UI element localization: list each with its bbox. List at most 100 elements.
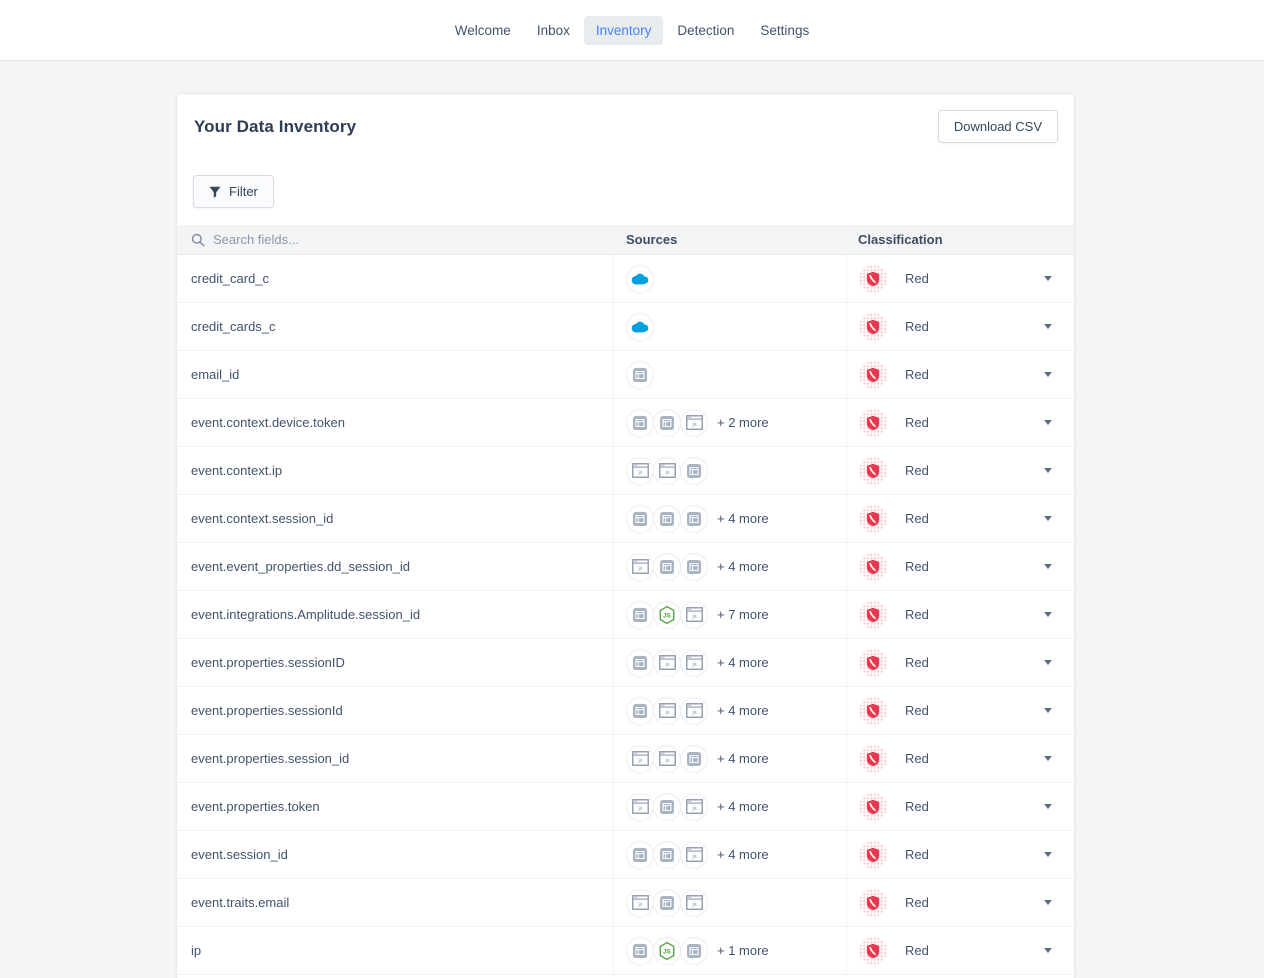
webpage-outline-icon: js <box>680 648 708 677</box>
column-header-sources: Sources <box>626 232 678 247</box>
download-csv-button[interactable]: Download CSV <box>937 110 1058 143</box>
sources-cell <box>613 255 846 302</box>
shield-icon <box>859 312 887 341</box>
classification-dropdown[interactable]: Red <box>846 831 1074 878</box>
table-row: event.context.ip js js Red <box>177 447 1074 495</box>
webpage-filled-icon <box>680 504 708 533</box>
panel-header: Your Data Inventory Download CSV <box>177 94 1074 143</box>
classification-dropdown[interactable]: Red <box>846 927 1074 974</box>
chevron-down-icon[interactable] <box>1044 276 1052 281</box>
field-name: event.session_id <box>191 847 288 862</box>
nav-tab-welcome[interactable]: Welcome <box>454 22 511 38</box>
webpage-filled-icon <box>680 744 708 773</box>
nav-tab-settings[interactable]: Settings <box>760 22 810 38</box>
chevron-down-icon[interactable] <box>1044 420 1052 425</box>
webpage-outline-icon: js <box>626 744 654 773</box>
nav-tab-inventory[interactable]: Inventory <box>583 15 664 45</box>
webpage-filled-icon <box>653 840 681 869</box>
classification-dropdown[interactable]: Red <box>846 399 1074 446</box>
svg-text:js: js <box>637 902 642 908</box>
webpage-outline-icon: js <box>680 408 708 437</box>
field-name: credit_cards_c <box>191 319 276 334</box>
more-sources-label: + 4 more <box>717 703 769 718</box>
chevron-down-icon[interactable] <box>1044 756 1052 761</box>
classification-value: Red <box>905 319 929 334</box>
svg-text:js: js <box>691 662 696 668</box>
classification-value: Red <box>905 367 929 382</box>
classification-dropdown[interactable]: Red <box>846 783 1074 830</box>
inventory-table: Sources Classification credit_card_cRedc… <box>177 225 1074 975</box>
classification-dropdown[interactable]: Red <box>846 351 1074 398</box>
table-header: Sources Classification <box>177 225 1074 255</box>
table-row: credit_cards_c Red <box>177 303 1074 351</box>
webpage-outline-icon: js <box>680 840 708 869</box>
svg-text:js: js <box>691 614 696 620</box>
search-field-wrap <box>177 232 613 247</box>
nav-tab-inbox[interactable]: Inbox <box>536 22 570 38</box>
sources-cell: js + 4 more <box>613 543 846 590</box>
nodejs-icon: JS <box>653 936 681 965</box>
column-header-classification: Classification <box>858 232 943 247</box>
classification-dropdown[interactable]: Red <box>846 543 1074 590</box>
webpage-filled-icon <box>680 552 708 581</box>
classification-dropdown[interactable]: Red <box>846 495 1074 542</box>
chevron-down-icon[interactable] <box>1044 324 1052 329</box>
classification-dropdown[interactable]: Red <box>846 687 1074 734</box>
search-input[interactable] <box>213 232 533 247</box>
shield-icon <box>859 552 887 581</box>
webpage-outline-icon: js <box>626 552 654 581</box>
chevron-down-icon[interactable] <box>1044 564 1052 569</box>
webpage-filled-icon <box>626 408 654 437</box>
chevron-down-icon[interactable] <box>1044 804 1052 809</box>
chevron-down-icon[interactable] <box>1044 516 1052 521</box>
chevron-down-icon[interactable] <box>1044 660 1052 665</box>
chevron-down-icon[interactable] <box>1044 708 1052 713</box>
svg-text:js: js <box>637 566 642 572</box>
classification-dropdown[interactable]: Red <box>846 447 1074 494</box>
svg-text:js: js <box>691 902 696 908</box>
chevron-down-icon[interactable] <box>1044 612 1052 617</box>
chevron-down-icon[interactable] <box>1044 900 1052 905</box>
page-title: Your Data Inventory <box>194 116 357 136</box>
webpage-outline-icon: js <box>680 696 708 725</box>
field-name: event.properties.session_id <box>191 751 350 766</box>
classification-dropdown[interactable]: Red <box>846 879 1074 926</box>
chevron-down-icon[interactable] <box>1044 468 1052 473</box>
table-row: event.integrations.Amplitude.session_id J… <box>177 591 1074 639</box>
table-row: ip JS + 1 more Red <box>177 927 1074 975</box>
svg-text:js: js <box>691 422 696 428</box>
webpage-outline-icon: js <box>653 456 681 485</box>
inventory-panel: Your Data Inventory Download CSV Filter … <box>176 93 1075 978</box>
download-csv-label: Download CSV <box>953 119 1042 134</box>
classification-value: Red <box>905 511 929 526</box>
classification-dropdown[interactable]: Red <box>846 639 1074 686</box>
sources-cell: js js <box>613 879 846 926</box>
classification-dropdown[interactable]: Red <box>846 591 1074 638</box>
more-sources-label: + 4 more <box>717 655 769 670</box>
chevron-down-icon[interactable] <box>1044 948 1052 953</box>
field-name: event.traits.email <box>191 895 290 910</box>
table-row: event.session_id js + 4 more Red <box>177 831 1074 879</box>
chevron-down-icon[interactable] <box>1044 852 1052 857</box>
shield-icon <box>859 264 887 293</box>
field-name: event.context.device.token <box>191 415 345 430</box>
svg-text:js: js <box>664 470 669 476</box>
filter-button[interactable]: Filter <box>193 175 274 208</box>
chevron-down-icon[interactable] <box>1044 372 1052 377</box>
webpage-outline-icon: js <box>626 888 654 917</box>
classification-dropdown[interactable]: Red <box>846 735 1074 782</box>
more-sources-label: + 2 more <box>717 415 769 430</box>
webpage-filled-icon <box>626 600 654 629</box>
webpage-filled-icon <box>653 888 681 917</box>
table-row: event.properties.token js js + 4 more Red <box>177 783 1074 831</box>
classification-value: Red <box>905 703 929 718</box>
classification-dropdown[interactable]: Red <box>846 255 1074 302</box>
classification-dropdown[interactable]: Red <box>846 303 1074 350</box>
webpage-filled-icon <box>626 504 654 533</box>
table-row: email_id Red <box>177 351 1074 399</box>
table-row: event.properties.session_id js js + 4 more R… <box>177 735 1074 783</box>
classification-value: Red <box>905 271 929 286</box>
more-sources-label: + 4 more <box>717 799 769 814</box>
nav-tab-detection[interactable]: Detection <box>677 22 735 38</box>
table-row: event.context.session_id + 4 more Red <box>177 495 1074 543</box>
